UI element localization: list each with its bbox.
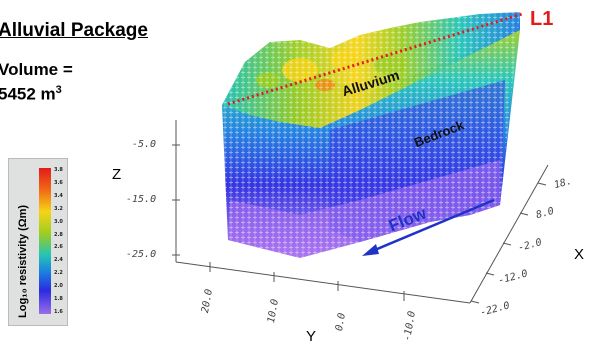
colorbar-tick-label: 3.2 bbox=[54, 205, 63, 212]
colorbar-tick-label: 3.6 bbox=[54, 179, 63, 186]
x-axis-label: X bbox=[574, 246, 585, 263]
colorbar-tick-label: 1.8 bbox=[54, 296, 63, 303]
colorbar-gradient bbox=[39, 168, 51, 314]
colorbar-title: Log₁₀ resistivity (Ωm) bbox=[17, 204, 29, 318]
l1-label: L1 bbox=[530, 8, 554, 30]
volume-value: 5452 m3 bbox=[0, 84, 62, 104]
colorbar-tick-label: 2.6 bbox=[54, 244, 63, 251]
colorbar-tick-label: 2.2 bbox=[54, 270, 63, 277]
colorbar-tick-label: 3.8 bbox=[54, 167, 63, 173]
z-tick: -15.0 bbox=[126, 194, 157, 205]
l1-line bbox=[227, 12, 523, 106]
colorbar-tick-label: 2.4 bbox=[54, 257, 63, 264]
colorbar-tick-label: 3.4 bbox=[54, 192, 63, 199]
colorbar-tick-label: 2.0 bbox=[54, 283, 63, 290]
colorbar-panel bbox=[8, 158, 68, 326]
z-tick: -5.0 bbox=[132, 139, 157, 150]
axes-frame bbox=[172, 120, 549, 304]
z-tick: -25.0 bbox=[126, 249, 157, 260]
y-axis-label: Y bbox=[306, 328, 317, 345]
colorbar-tick-label: 1.6 bbox=[54, 309, 63, 315]
volume-label: Volume = bbox=[0, 60, 73, 79]
flow-arrow bbox=[362, 198, 495, 256]
colorbar-tick-label: 3.0 bbox=[54, 218, 63, 225]
z-axis-label: Z bbox=[112, 166, 122, 183]
package-title: Alluvial Package bbox=[0, 20, 148, 41]
colorbar-tick-label: 2.8 bbox=[54, 231, 63, 238]
